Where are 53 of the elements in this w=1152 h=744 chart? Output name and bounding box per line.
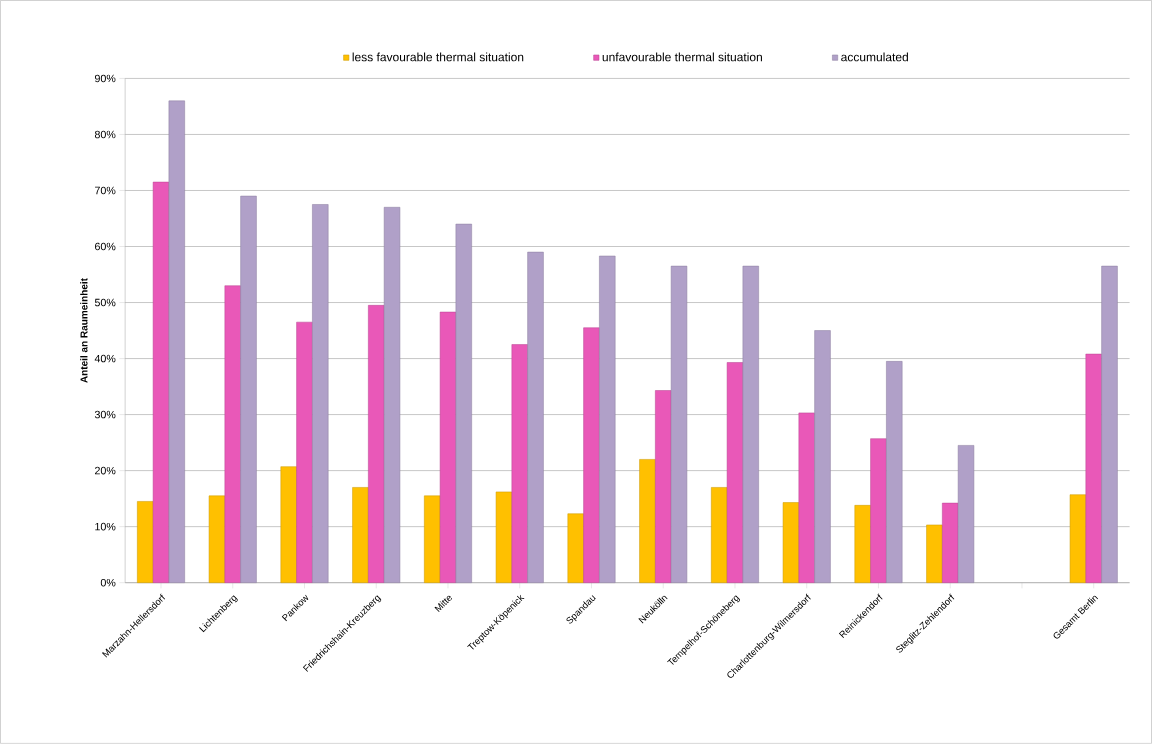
bar bbox=[782, 502, 800, 584]
bar bbox=[655, 390, 672, 584]
bar bbox=[424, 495, 441, 584]
y-tick-label: 70% bbox=[95, 186, 116, 195]
bar bbox=[870, 438, 887, 584]
y-tick-label: 30% bbox=[94, 410, 116, 419]
y-tick-label: 50% bbox=[94, 298, 116, 307]
bar bbox=[742, 265, 759, 584]
bar bbox=[567, 513, 584, 584]
y-tick-label: 20% bbox=[95, 466, 116, 475]
bar bbox=[1069, 494, 1087, 584]
bar bbox=[495, 491, 513, 584]
bar bbox=[280, 466, 297, 584]
y-tick-label: 40% bbox=[94, 354, 116, 363]
bar bbox=[886, 361, 903, 584]
y-tick-label: 60% bbox=[95, 242, 116, 251]
legend-label: less favourable thermal situation bbox=[352, 52, 524, 62]
bar bbox=[383, 207, 401, 584]
bar bbox=[312, 204, 329, 584]
bar bbox=[1085, 353, 1102, 584]
bar bbox=[368, 305, 385, 584]
bar bbox=[942, 502, 959, 584]
bar bbox=[527, 251, 544, 584]
y-tick-label: 10% bbox=[95, 522, 116, 531]
bar bbox=[798, 412, 815, 584]
legend-label: accumulated bbox=[841, 52, 908, 62]
bar bbox=[137, 501, 154, 584]
y-tick-label: 0% bbox=[100, 578, 116, 587]
bar bbox=[711, 487, 728, 584]
y-tick-label: 80% bbox=[94, 130, 116, 139]
bar bbox=[854, 505, 871, 584]
bar bbox=[455, 223, 472, 584]
bar bbox=[152, 181, 170, 584]
bar bbox=[511, 344, 528, 584]
y-axis-title: Anteil an Raumeinheit bbox=[80, 278, 88, 383]
bar bbox=[208, 495, 226, 584]
bar bbox=[439, 311, 457, 584]
bar bbox=[670, 265, 688, 584]
bar bbox=[639, 459, 656, 584]
bar bbox=[957, 445, 975, 584]
bar bbox=[583, 327, 600, 584]
bar bbox=[296, 321, 313, 584]
bar bbox=[814, 330, 831, 584]
bar bbox=[926, 524, 943, 584]
bar bbox=[240, 195, 257, 584]
bar bbox=[168, 100, 185, 584]
bar bbox=[224, 285, 241, 584]
bar bbox=[1101, 265, 1118, 584]
y-tick-label: 90% bbox=[94, 74, 116, 83]
bar bbox=[599, 255, 616, 584]
bar bbox=[726, 362, 744, 584]
legend-label: unfavourable thermal situation bbox=[602, 52, 762, 62]
bar bbox=[352, 487, 369, 584]
